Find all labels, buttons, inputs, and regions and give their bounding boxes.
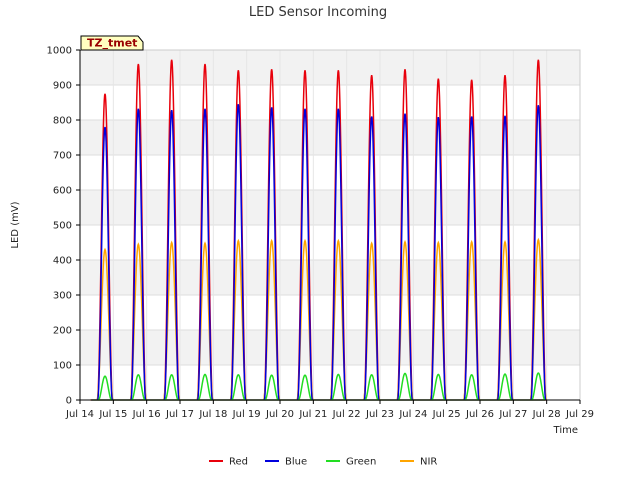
- series-green-peak-9: [364, 373, 379, 401]
- y-tick-label: 400: [53, 256, 72, 267]
- series-blue-peak-9: [363, 116, 380, 401]
- y-tick-label: 300: [53, 291, 72, 302]
- x-tick-label: Jul 17: [165, 409, 194, 420]
- x-tick-label: Jul 26: [465, 409, 494, 420]
- x-tick-label: Jul 27: [498, 409, 527, 420]
- legend-item-red: Red: [209, 457, 248, 468]
- series-blue-peak-3: [163, 110, 180, 401]
- plot-band: [80, 190, 580, 225]
- annotation-tag-label: TZ_tmet: [87, 37, 137, 50]
- plot-band: [80, 120, 580, 155]
- plot-band: [80, 50, 580, 85]
- legend-item-green: Green: [326, 457, 376, 468]
- series-green-peak-4: [198, 373, 212, 401]
- plot-band: [80, 330, 580, 365]
- series-green-peak-10: [398, 372, 412, 401]
- series-green-peak-14: [531, 372, 546, 401]
- series-blue-peak-12: [463, 116, 480, 401]
- x-tick-label: Jul 22: [332, 409, 361, 420]
- x-tick-label: Jul 15: [98, 409, 127, 420]
- x-tick-label: Jul 29: [565, 409, 594, 420]
- x-tick-label: Jul 21: [298, 409, 327, 420]
- legend: Red Blue Green NIR: [209, 457, 437, 468]
- series-green-peak-13: [498, 373, 512, 401]
- series-green-peak-3: [164, 373, 179, 401]
- series-green-peak-1: [98, 375, 112, 401]
- series-blue-peak-7: [296, 108, 314, 401]
- tick-labels: 0 100 200 300 400 500 600 700 800 900 1000 Jul 14 Ju…: [47, 46, 594, 421]
- x-tick-label: Jul 24: [398, 409, 427, 420]
- y-tick-label: 500: [53, 221, 72, 232]
- y-tick-label: 600: [53, 186, 72, 197]
- y-tick-label: 1000: [47, 46, 72, 57]
- y-tick-label: 900: [53, 81, 72, 92]
- series-blue-peak-2: [130, 108, 147, 401]
- series-green-peak-6: [264, 374, 279, 401]
- x-tick-label: Jul 18: [198, 409, 227, 420]
- legend-label: Blue: [285, 457, 307, 468]
- series-green-peak-12: [464, 373, 479, 401]
- series-blue-peak-1: [96, 126, 114, 401]
- series-blue-peak-13: [496, 115, 514, 401]
- series-blue-peak-4: [196, 108, 214, 401]
- series-green-peak-5: [231, 373, 246, 401]
- y-tick-label: 800: [53, 116, 72, 127]
- series-blue-peak-14: [530, 105, 547, 401]
- x-tick-label: Jul 14: [65, 409, 94, 420]
- legend-label: NIR: [420, 457, 437, 468]
- x-tick-label: Jul 23: [365, 409, 394, 420]
- x-axis-label: Time: [553, 425, 578, 436]
- series-blue-peak-11: [430, 117, 447, 401]
- series-green-peak-11: [431, 373, 446, 401]
- legend-item-blue: Blue: [265, 457, 307, 468]
- legend-label: Red: [229, 457, 248, 468]
- series-green-peak-7: [298, 374, 312, 401]
- series-blue-peak-5: [230, 104, 247, 401]
- x-tick-label: Jul 16: [132, 409, 161, 420]
- y-axis-label: LED (mV): [10, 201, 21, 248]
- x-tick-label: Jul 28: [532, 409, 561, 420]
- series-green-peak-2: [131, 373, 146, 401]
- y-tick-label: 200: [53, 326, 72, 337]
- plot-band: [80, 260, 580, 295]
- series-blue-peak-6: [263, 107, 280, 401]
- x-tick-label: Jul 19: [232, 409, 261, 420]
- x-tick-label: Jul 20: [265, 409, 294, 420]
- chart-title: LED Sensor Incoming: [249, 5, 387, 20]
- series-blue-peak-8: [330, 108, 347, 401]
- x-tick-label: Jul 25: [432, 409, 461, 420]
- y-tick-label: 700: [53, 151, 72, 162]
- annotation-tag: TZ_tmet: [80, 35, 144, 51]
- annotation-tag-box: [80, 35, 144, 51]
- legend-label: Green: [346, 457, 376, 468]
- y-tick-label: 0: [66, 396, 72, 407]
- series-blue-peak-10: [396, 113, 414, 401]
- series-green-peak-8: [331, 373, 346, 401]
- y-tick-label: 100: [53, 361, 72, 372]
- legend-item-nir: NIR: [400, 457, 437, 468]
